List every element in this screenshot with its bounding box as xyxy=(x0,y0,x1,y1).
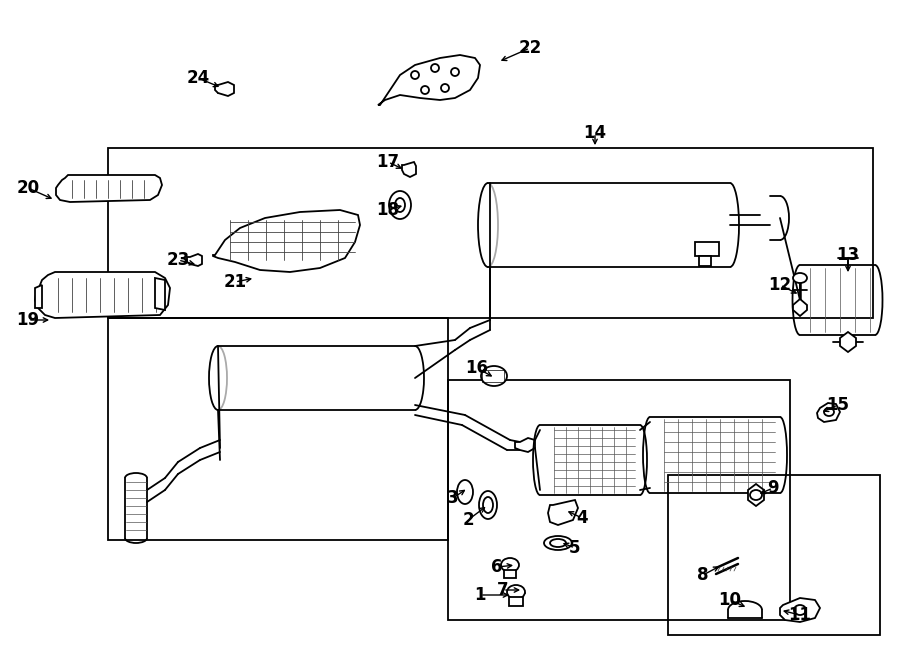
Text: 11: 11 xyxy=(788,606,812,624)
Polygon shape xyxy=(548,500,578,525)
Polygon shape xyxy=(378,55,480,105)
Text: 7: 7 xyxy=(497,581,508,599)
Text: 8: 8 xyxy=(698,566,709,584)
Text: 17: 17 xyxy=(376,153,400,171)
Text: 12: 12 xyxy=(769,276,792,294)
Polygon shape xyxy=(213,210,360,272)
Polygon shape xyxy=(215,82,234,96)
Text: 23: 23 xyxy=(166,251,190,269)
Text: 21: 21 xyxy=(223,273,247,291)
Polygon shape xyxy=(155,278,165,310)
Text: 14: 14 xyxy=(583,124,607,142)
Polygon shape xyxy=(840,332,856,352)
Polygon shape xyxy=(35,272,170,318)
Ellipse shape xyxy=(421,86,429,94)
Text: 6: 6 xyxy=(491,558,503,576)
Bar xyxy=(509,597,523,606)
Polygon shape xyxy=(56,175,162,202)
Ellipse shape xyxy=(550,539,566,547)
Text: 19: 19 xyxy=(16,311,40,329)
Bar xyxy=(448,380,790,620)
Text: 22: 22 xyxy=(518,39,542,57)
Text: 10: 10 xyxy=(718,591,742,609)
Text: 4: 4 xyxy=(576,509,588,527)
Text: 9: 9 xyxy=(767,479,778,497)
Ellipse shape xyxy=(457,480,473,504)
Text: 20: 20 xyxy=(16,179,40,197)
Text: 13: 13 xyxy=(836,246,860,264)
Polygon shape xyxy=(187,254,202,266)
Ellipse shape xyxy=(389,191,411,219)
Text: 2: 2 xyxy=(463,511,473,529)
Bar xyxy=(108,148,873,318)
Polygon shape xyxy=(748,484,764,506)
Polygon shape xyxy=(780,598,820,622)
Bar xyxy=(108,318,448,540)
Ellipse shape xyxy=(824,408,834,416)
Polygon shape xyxy=(793,299,807,316)
Bar xyxy=(695,242,719,256)
Bar xyxy=(504,570,516,578)
Ellipse shape xyxy=(441,84,449,92)
Ellipse shape xyxy=(793,273,807,283)
Ellipse shape xyxy=(481,366,507,386)
Ellipse shape xyxy=(501,558,519,572)
Ellipse shape xyxy=(794,605,806,615)
Text: 5: 5 xyxy=(569,539,580,557)
Ellipse shape xyxy=(750,490,762,500)
Ellipse shape xyxy=(431,64,439,72)
Bar xyxy=(699,256,711,266)
Text: 16: 16 xyxy=(465,359,489,377)
Ellipse shape xyxy=(483,497,493,513)
Text: 18: 18 xyxy=(376,201,400,219)
Polygon shape xyxy=(817,403,840,422)
Ellipse shape xyxy=(507,585,525,599)
Ellipse shape xyxy=(411,71,419,79)
Text: 1: 1 xyxy=(474,586,486,604)
Text: 15: 15 xyxy=(826,396,850,414)
Ellipse shape xyxy=(544,536,572,550)
Text: 24: 24 xyxy=(186,69,210,87)
Polygon shape xyxy=(515,438,535,452)
Ellipse shape xyxy=(479,491,497,519)
Ellipse shape xyxy=(451,68,459,76)
Text: 3: 3 xyxy=(447,489,459,507)
Polygon shape xyxy=(35,285,42,308)
Bar xyxy=(668,475,880,635)
Ellipse shape xyxy=(395,198,405,212)
Polygon shape xyxy=(402,162,416,177)
